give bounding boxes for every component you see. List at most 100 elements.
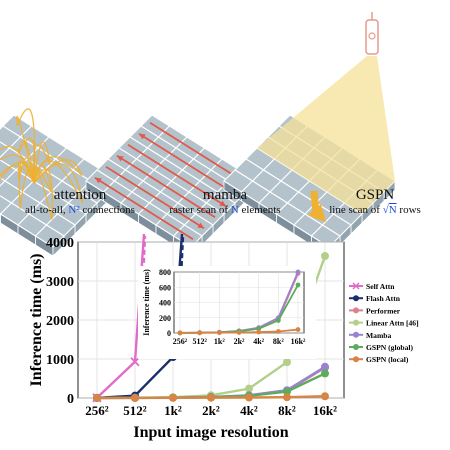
attention-arrow xyxy=(0,145,35,184)
attention-arrow xyxy=(0,165,35,184)
inset-data-point xyxy=(256,326,262,332)
attention-arrow xyxy=(17,160,35,184)
legend-label: Performer xyxy=(366,306,401,315)
data-point xyxy=(130,357,140,367)
data-point xyxy=(245,393,253,402)
caption-gspn-subtitle: line scan of √N rows xyxy=(300,204,450,216)
inset-x-tick-label: 16k² xyxy=(291,337,306,346)
inset-x-tick-label: 8k² xyxy=(273,337,284,346)
y-tick-label: 4000 xyxy=(46,236,74,251)
data-point xyxy=(321,362,329,371)
grid-cell xyxy=(0,177,6,187)
subtitle-math: N xyxy=(388,204,397,216)
gspn-illustration xyxy=(223,12,396,257)
subtitle-math: N² xyxy=(68,204,80,216)
inset-data-point xyxy=(236,330,242,335)
inset-series-gspn-local xyxy=(177,327,301,336)
legend-marker xyxy=(353,307,359,314)
y-tick-label: 3000 xyxy=(46,275,74,290)
scan-direction-arrow xyxy=(307,204,326,223)
inset-data-point xyxy=(275,329,281,334)
legend-entry: GSPN (local) xyxy=(349,355,409,364)
series-gspn-local xyxy=(93,392,329,402)
data-point xyxy=(131,393,139,402)
data-point xyxy=(93,393,101,402)
sqrt-symbol: √ xyxy=(382,204,389,216)
attention-arrow xyxy=(33,156,83,184)
inset-x-tick-label: 512² xyxy=(192,337,207,346)
data-point xyxy=(321,392,329,401)
inset-y-tick-label: 800 xyxy=(159,268,171,277)
caption-mamba-title: mamba xyxy=(202,187,248,203)
attention-arrow xyxy=(16,108,36,184)
inset-y-tick-label: 600 xyxy=(159,283,171,292)
attention-arrow xyxy=(0,154,35,184)
inset-y-tick-label: 400 xyxy=(159,299,171,308)
caption-attention: attention all-to-all, N² connections xyxy=(10,187,150,216)
x-tick-label: 2k² xyxy=(202,403,220,418)
legend-label: GSPN (local) xyxy=(366,355,409,364)
inset-data-point xyxy=(197,330,203,336)
attention-arrow xyxy=(33,141,51,184)
legend-label: Flash Attn xyxy=(366,294,401,303)
legend-entry: GSPN (global) xyxy=(349,343,414,352)
inset-data-point xyxy=(256,329,262,335)
data-point xyxy=(283,393,291,402)
x-tick-label: 1k² xyxy=(164,403,182,418)
caption-attention-title: attention xyxy=(53,187,107,203)
lamp-icon xyxy=(365,19,379,55)
lamp-icon xyxy=(368,32,376,40)
subtitle-text: line scan of xyxy=(329,204,383,216)
data-point xyxy=(207,393,215,402)
inset-data-point xyxy=(295,327,301,332)
raster-scan-line xyxy=(94,176,194,241)
legend-entry: Self Attn xyxy=(349,282,395,291)
arrow-head xyxy=(197,222,204,229)
inset-data-point xyxy=(216,330,222,336)
data-point xyxy=(245,384,253,393)
raster-scan-line xyxy=(105,165,205,230)
caption-mamba-subtitle: raster scan of N elements xyxy=(150,204,300,216)
data-point xyxy=(321,252,329,261)
arrow-head xyxy=(95,177,102,184)
legend-entry: Performer xyxy=(349,306,401,315)
attention-arrow xyxy=(33,159,83,184)
inset-x-tick-label: 1k² xyxy=(214,337,225,346)
legend-label: Self Attn xyxy=(366,282,395,291)
caption-gspn: GSPN line scan of √N rows xyxy=(300,187,450,216)
y-tick-label: 0 xyxy=(67,392,74,407)
arrow-head xyxy=(219,200,226,207)
inset-data-point xyxy=(295,282,301,288)
legend-marker xyxy=(353,295,359,302)
legend-entry: Linear Attn [46] xyxy=(349,319,419,328)
legend-marker xyxy=(353,356,359,363)
legend-marker xyxy=(352,282,360,290)
raster-scan-line xyxy=(116,154,216,219)
inset-y-axis-label: Inference time (ms) xyxy=(142,269,151,336)
caption-attention-subtitle: all-to-all, N² connections xyxy=(10,204,150,216)
raster-scan-line xyxy=(127,143,227,208)
y-tick-label: 2000 xyxy=(46,314,74,329)
data-point xyxy=(283,358,291,367)
x-axis-label: Input image resolution xyxy=(133,424,288,441)
light-beam xyxy=(257,56,395,214)
inset-y-tick-label: 0 xyxy=(167,329,171,338)
x-tick-label: 256² xyxy=(85,403,109,418)
arrow-head xyxy=(139,133,146,140)
legend: Self Attn Flash Attn Performer Linear Attn … xyxy=(349,282,419,364)
inset-y-tick-label: 200 xyxy=(159,314,171,323)
attention-arrow xyxy=(33,168,54,220)
arrow-head xyxy=(117,155,124,162)
data-point xyxy=(283,387,291,396)
attention-arrow xyxy=(32,144,51,184)
legend-entry: Flash Attn xyxy=(349,294,401,303)
subtitle-math: N xyxy=(230,204,239,216)
legend-marker xyxy=(353,344,359,350)
legend-label: Linear Attn [46] xyxy=(366,319,419,328)
subtitle-text: connections xyxy=(79,204,135,216)
legend-label: GSPN (global) xyxy=(366,343,414,352)
inset-x-tick-label: 256² xyxy=(173,337,188,346)
x-tick-label: 8k² xyxy=(278,403,296,418)
inset-x-tick-label: 2k² xyxy=(234,337,245,346)
y-axis-label: Inference time (ms) xyxy=(28,254,45,387)
